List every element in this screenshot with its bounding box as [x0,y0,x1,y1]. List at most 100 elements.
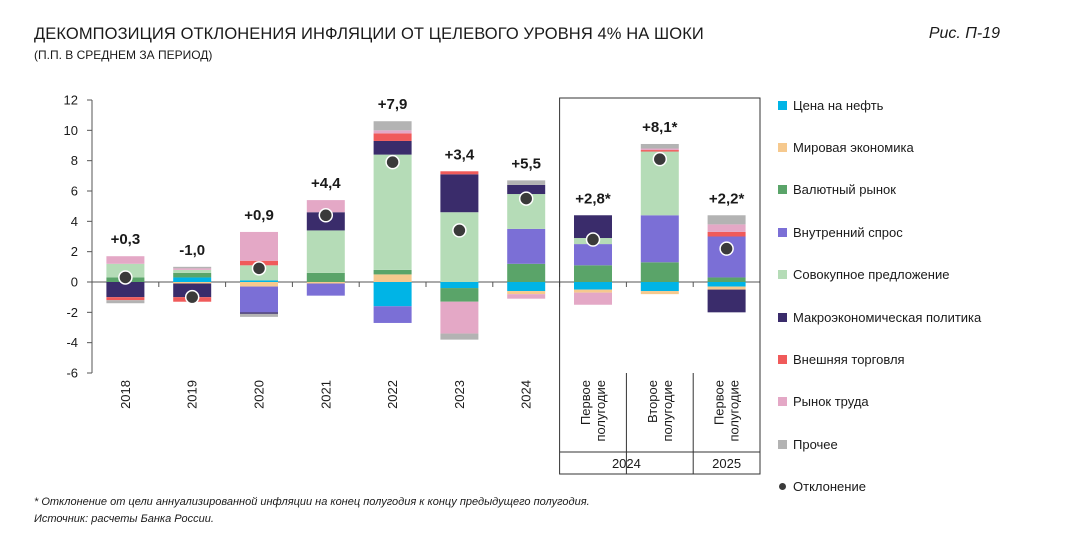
x-category-label: полугодие [727,380,742,442]
legend-swatch [778,439,787,449]
deviation-point [385,154,400,170]
y-tick-label: 2 [71,244,78,259]
deviation-label: +8,1* [642,119,678,136]
bar-segment [373,133,412,141]
bar-segment [507,228,546,264]
bar-segment [440,333,479,340]
deviation-point [518,191,534,206]
bar-segment [707,231,746,237]
y-tick-label: 6 [71,184,78,199]
bar-segment [373,282,412,307]
x-category-label: полугодие [660,380,675,442]
deviation-label: +0,3 [111,231,141,248]
legend-swatch [778,397,787,407]
bar-segment [440,171,479,175]
bar-segment [173,282,212,284]
bar-segment [173,272,212,278]
bar-segment [507,282,546,292]
deviation-label: +7,9 [378,96,408,113]
deviation-point [184,289,200,305]
bar-segment [707,277,746,282]
legend-item: Отклонение [778,466,1018,508]
x-category-label: 2023 [452,380,467,409]
bar-segment [173,269,212,273]
deviation-label: -1,0 [179,242,205,259]
bar-segment [707,286,746,290]
bar-segment [707,289,746,313]
deviation-point [251,261,267,276]
deviation-point [318,208,334,223]
bar-segment [640,143,679,149]
legend-swatch [778,100,787,110]
bar-segment [173,266,212,269]
bar-segment [106,282,145,298]
bar-segment [440,301,479,334]
x-category-label: 2020 [252,380,267,409]
bar-segment [373,130,412,134]
deviation-point [452,223,467,238]
x-category-label: 2021 [318,380,333,409]
legend-label: Отклонение [793,479,866,495]
source-note: Источник: расчеты Банка России. [34,513,214,525]
bar-segment [440,282,479,289]
bar-segment [106,297,145,301]
legend-swatch [778,312,787,322]
deviation-point [118,270,133,285]
bar-segment [640,148,679,151]
half-year-box [559,97,761,475]
deviation-point [585,232,601,247]
legend-label: Рынок труда [793,394,869,410]
legend-label: Валютный рынок [793,182,896,198]
legend-label: Совокупное предложение [793,267,950,283]
chart-legend: Цена на нефть Мировая экономика Валютный р… [778,84,1018,508]
bar-segment [574,282,612,290]
legend-label: Прочее [793,436,838,452]
bar-segment [507,180,546,185]
legend-item: Прочее [778,423,1018,465]
bar-segment [373,140,412,155]
bar-segment [640,150,679,152]
bar-segment [440,212,479,282]
x-category-label: 2022 [385,380,400,409]
y-tick-label: -2 [66,305,78,320]
stacked-bar-chart: -6 -4 -2 0 2 4 6 8 10 12 +0,3 -1,0 +0,9 +4,4 +7,9 +3,4 +… [64,93,761,475]
bar-segment [240,280,278,282]
year-group-label: 2025 [712,456,741,471]
bar-segment [106,256,145,264]
bar-segment [373,121,412,131]
y-tick-label: 10 [64,123,78,138]
legend-item: Мировая экономика [778,126,1018,168]
x-category-label: Второе [645,380,660,423]
bar-segment [440,174,479,213]
bar-segment [306,283,345,296]
y-tick-label: 8 [71,153,78,168]
y-tick-label: -6 [66,366,78,381]
bar-segment [440,288,479,302]
bar-segment [574,292,612,305]
bar-segment [306,272,345,282]
footnote: * Отклонение от цели аннуализированной и… [34,496,590,508]
legend-swatch [778,185,787,195]
legend-swatch [778,227,787,237]
legend-swatch [778,355,787,365]
legend-label: Мировая экономика [793,140,914,156]
bar-segment [240,286,278,313]
bar-segment [707,215,746,225]
legend-label: Цена на нефть [793,97,884,113]
bar-segment [373,274,412,282]
x-category-label: 2019 [185,380,200,409]
legend-label: Макроэкономическая политика [793,309,982,325]
deviation-label: +2,8* [575,190,611,207]
x-category-label: 2018 [118,380,133,409]
bar-segment [640,215,679,263]
legend-item: Совокупное предложение [778,254,1018,296]
bar-segment [306,230,345,273]
bar-segment [507,263,546,282]
figure-label: Рис. П-19 [928,25,1000,42]
year-group-label: 2024 [612,456,641,471]
bar-segment [507,291,546,295]
bar-segment [507,184,546,195]
y-tick-label: 12 [64,93,78,108]
legend-item: Внешняя торговля [778,338,1018,380]
bar-segment [373,269,412,275]
